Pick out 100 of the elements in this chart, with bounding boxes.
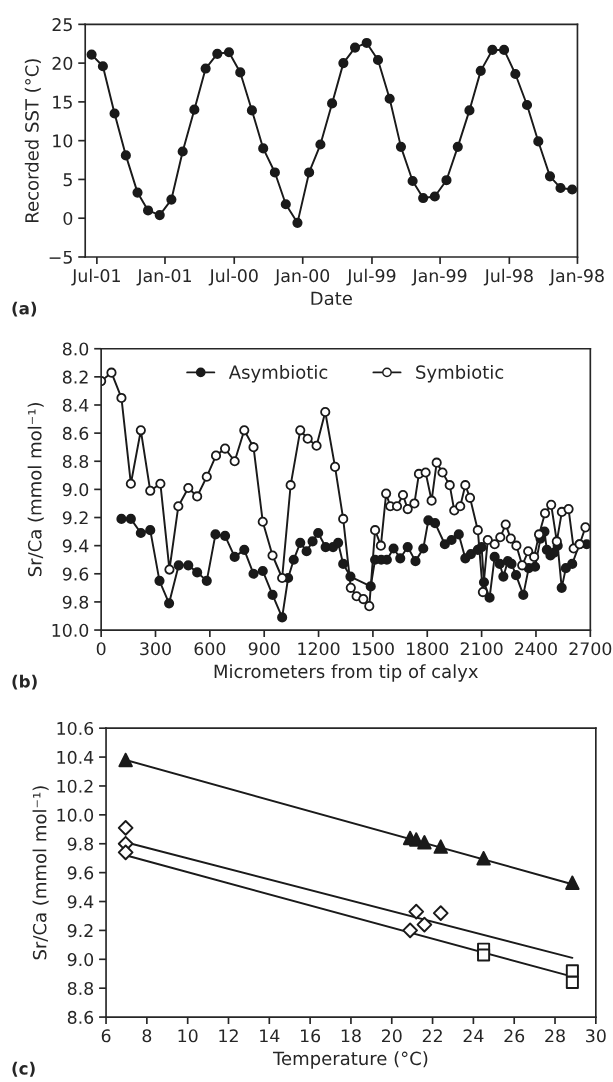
x-tick-label: Jan-98	[548, 269, 604, 286]
y-axis-title: Recorded SST (°C)	[24, 59, 41, 222]
x-tick-label: 1500	[352, 642, 394, 656]
y-tick-label: 8.6	[62, 426, 89, 440]
y-tick-label: 10.6	[57, 721, 94, 736]
x-tick-label: 12	[219, 1029, 238, 1043]
x-tick-label: 0	[96, 642, 106, 656]
y-tick-label: 9.0	[67, 953, 94, 967]
point	[327, 98, 338, 109]
x-tick-label: Jan-01	[136, 269, 191, 286]
y-tick-label: 10	[53, 134, 73, 148]
point	[565, 875, 580, 890]
text: (c)	[12, 1061, 35, 1077]
point	[372, 54, 384, 66]
x-tick-label: 24	[463, 1029, 484, 1043]
y-axis-title: Sr/Ca (mmol mol⁻¹)	[32, 786, 49, 960]
point	[132, 187, 143, 198]
y-tick-label: 8.8	[67, 981, 94, 996]
x-tick-label: 30	[586, 1029, 606, 1043]
x-tick-label: Jul-99	[346, 268, 396, 286]
point	[315, 139, 326, 150]
point	[338, 58, 349, 69]
point	[223, 47, 235, 58]
x-tick-label: 2100	[460, 642, 503, 656]
point	[487, 44, 498, 56]
point	[416, 916, 433, 933]
y-tick-label: 9.6	[67, 866, 94, 880]
text: (a)	[12, 301, 37, 317]
x-tick-label: 6	[101, 1029, 111, 1043]
x-tick-label: 18	[341, 1029, 361, 1043]
x-tick-label: 28	[545, 1029, 565, 1043]
y-tick-label: 10.0	[52, 623, 89, 637]
point	[154, 210, 165, 221]
point	[475, 65, 486, 76]
y-tick-label: 0	[63, 211, 73, 226]
point	[452, 141, 463, 152]
x-tick-label: Jan-00	[274, 269, 330, 286]
x-tick-label: 600	[194, 642, 226, 656]
point	[109, 108, 120, 119]
point	[433, 839, 448, 854]
point	[86, 49, 97, 60]
point	[118, 752, 133, 768]
point	[177, 146, 188, 157]
y-tick-label: 10.4	[57, 750, 94, 764]
point	[395, 141, 407, 152]
x-tick-label: 10	[178, 1029, 198, 1043]
y-tick-label: 9.2	[67, 924, 93, 938]
point	[117, 820, 134, 836]
point	[235, 67, 246, 78]
text: (b)	[12, 674, 37, 690]
point	[565, 975, 579, 989]
x-tick-label: 14	[260, 1029, 280, 1043]
x-axis-title: Micrometers from tip of calyx	[214, 664, 478, 682]
y-tick-label: 8.0	[62, 342, 89, 356]
point	[565, 964, 579, 978]
point	[212, 48, 223, 59]
point	[477, 948, 491, 962]
point	[384, 93, 395, 104]
point	[120, 150, 131, 161]
x-tick-label: 16	[300, 1029, 321, 1043]
point	[402, 922, 418, 939]
legend-label: Asymbiotic	[228, 364, 328, 383]
point	[269, 167, 280, 178]
point	[292, 217, 303, 228]
y-tick-label: 25	[52, 18, 72, 32]
point	[555, 182, 566, 194]
point	[521, 99, 533, 111]
y-tick-label: 9.8	[67, 837, 94, 851]
y-tick-label: −5	[49, 250, 72, 264]
x-tick-label: 1800	[407, 642, 449, 656]
point	[498, 44, 510, 56]
point	[464, 105, 475, 116]
point	[200, 63, 211, 74]
y-tick-label: 9.4	[62, 539, 89, 553]
y-tick-label: 20	[52, 56, 73, 70]
x-tick-label: 1200	[298, 642, 340, 656]
y-tick-label: 9.4	[67, 895, 94, 909]
x-tick-label: Jul-01	[71, 268, 120, 286]
point	[142, 205, 154, 216]
x-tick-label: 2400	[515, 642, 557, 656]
point	[361, 37, 372, 49]
y-tick-label: 10.0	[57, 808, 94, 822]
y-tick-label: 15	[53, 95, 72, 109]
point	[407, 175, 418, 187]
point	[408, 903, 425, 920]
point	[441, 175, 452, 186]
point	[544, 171, 556, 182]
point	[97, 61, 108, 72]
x-tick-label: Jul-00	[208, 268, 258, 286]
x-tick-label: 900	[248, 642, 280, 656]
point	[567, 184, 578, 195]
y-tick-label: 9.8	[62, 595, 89, 609]
point	[166, 194, 177, 205]
x-tick-label: 8	[142, 1029, 152, 1043]
x-axis-title: Date	[311, 291, 352, 306]
point	[280, 199, 291, 210]
point	[258, 143, 269, 154]
point	[417, 835, 432, 850]
x-tick-label: 22	[422, 1029, 442, 1043]
point	[476, 850, 491, 866]
